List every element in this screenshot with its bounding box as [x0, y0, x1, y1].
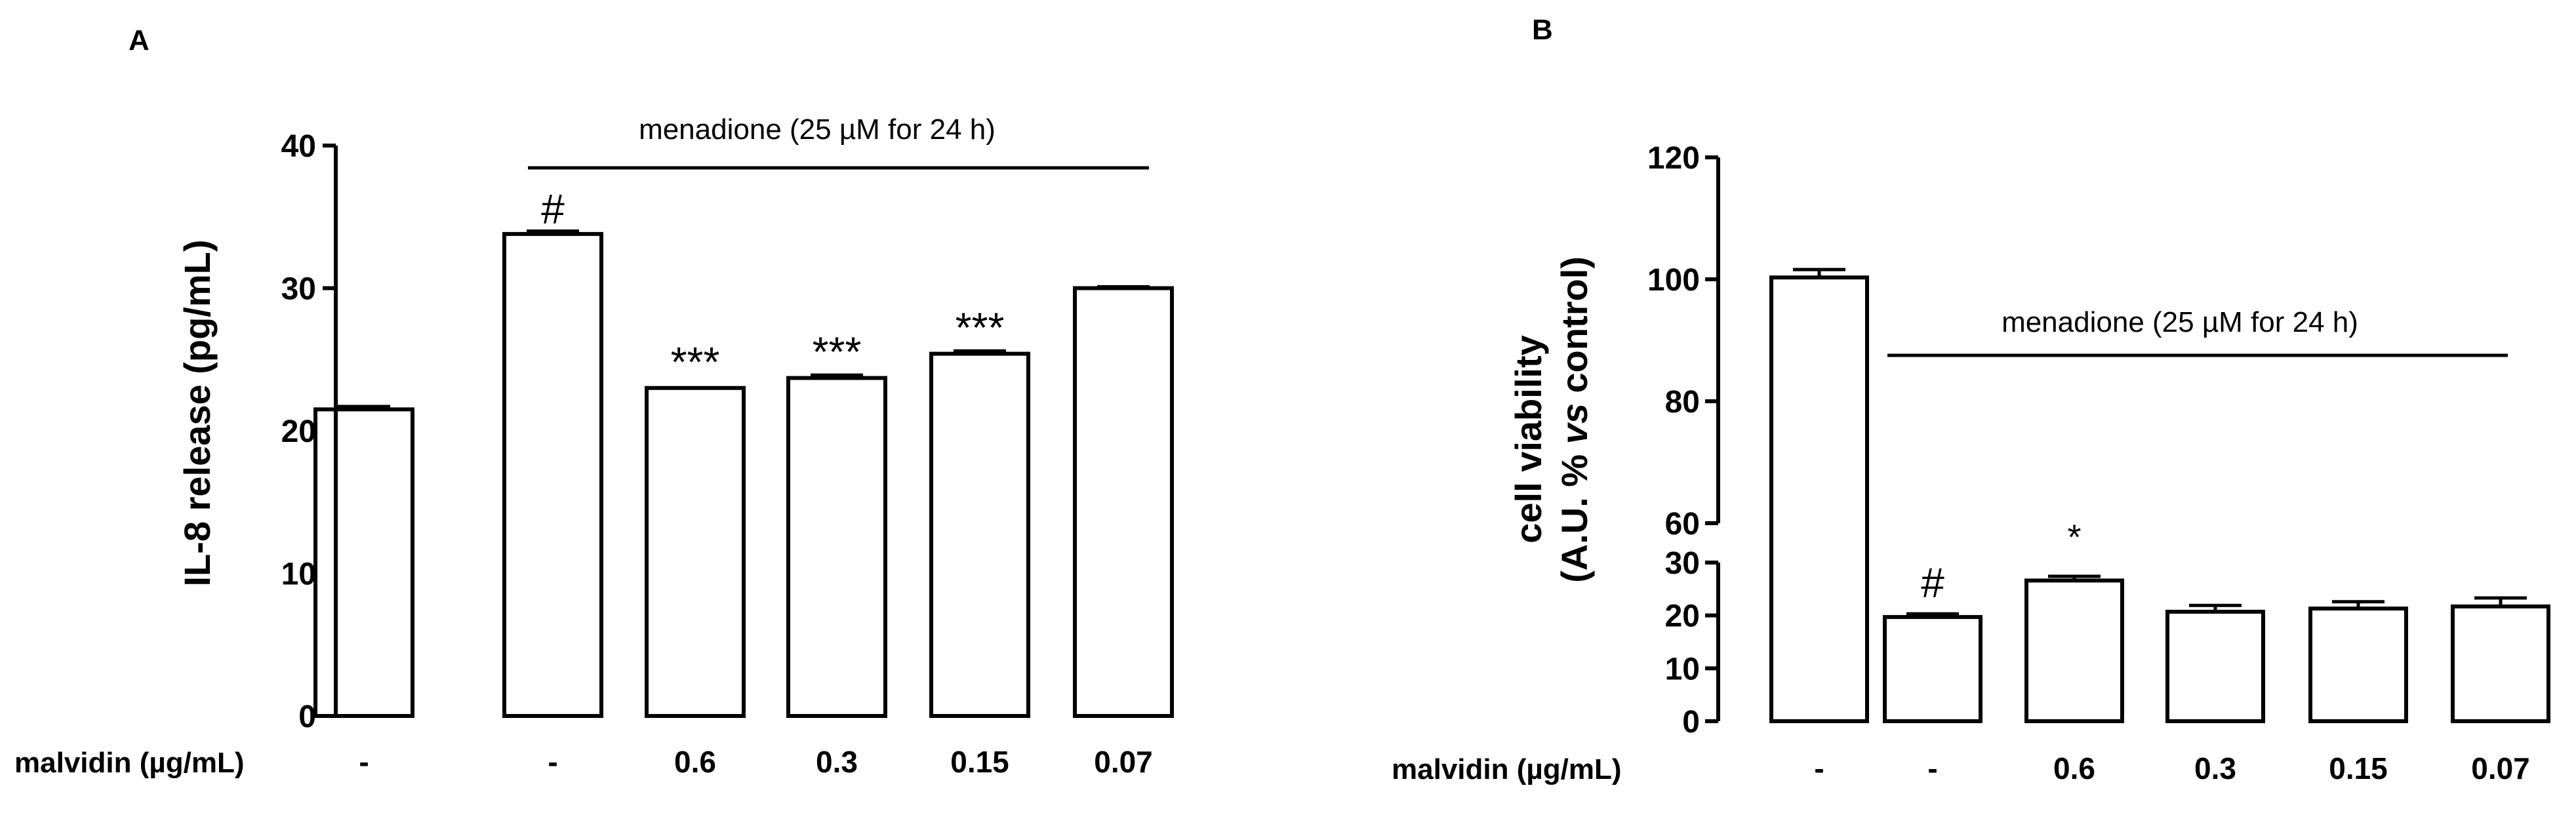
panel-b-y-axis-label-line1: cell viability [1508, 335, 1549, 544]
panel-b-annotation-2: * [2067, 517, 2081, 557]
panel-b-xcat-3: 0.3 [2194, 751, 2236, 785]
panel-b-bars [1769, 275, 2550, 724]
panel-a-treatment-label: menadione (25 µM for 24 h) [639, 113, 996, 146]
panel-b-annotation-1: # [1921, 559, 1944, 606]
panel-b-ytick-label-5: 80 [1665, 385, 1700, 420]
panel-a-bars [313, 231, 1174, 719]
panel-a-bar-0 [313, 407, 414, 718]
panel-a-error-bars [338, 229, 1150, 410]
panel-a-ytick-label-4: 40 [281, 129, 316, 164]
panel-a-y-ticks: 0 10 20 30 40 [281, 129, 336, 734]
panel-a-x-axis-label: malvidin (µg/mL) [14, 747, 244, 779]
panel-b-y-ticks: 0 10 20 30 60 80 100 120 [1647, 141, 1718, 740]
panel-a-bar-1 [502, 231, 603, 719]
panel-b-treatment-label: menadione (25 µM for 24 h) [2002, 306, 2358, 338]
panel-b-ytick-label-1: 10 [1665, 652, 1700, 686]
panel-b-bar-5 [2451, 604, 2550, 723]
panel-b-bar-3 [2165, 610, 2265, 724]
panel-b-ylabel-pre: (A.U. % [1554, 444, 1595, 583]
panel-a-xcat-1: - [548, 745, 557, 779]
panel-a-x-categories: - - 0.6 0.3 0.15 0.07 [359, 745, 1152, 779]
panel-a-annotation-2: *** [671, 338, 720, 386]
panel-b-axis-break-gap [1797, 525, 1841, 561]
panel-b-xcat-5: 0.07 [2471, 751, 2530, 785]
panel-b-ytick-label-0: 0 [1682, 705, 1700, 740]
panel-a-annotations: # *** *** *** [541, 186, 1004, 386]
panel-b-annotations: #* [1921, 517, 2081, 606]
panel-a-xcat-0: - [359, 745, 369, 779]
panel-b-error-bars [1793, 268, 2527, 618]
panel-a-ytick-label-2: 20 [281, 414, 316, 449]
panel-b-xcat-2: 0.6 [2053, 751, 2095, 785]
panel-a-letter: A [129, 24, 150, 56]
panel-b-xcat-0: - [1814, 751, 1824, 785]
panel-b-bar-2 [2024, 578, 2124, 724]
panel-b-xcat-1: - [1927, 751, 1937, 785]
panel-b-bar-4 [2308, 606, 2408, 723]
panel-b-ylabel-post: control) [1554, 256, 1595, 403]
panel-b-ytick-label-6: 100 [1647, 263, 1700, 298]
panel-b-xcat-4: 0.15 [2329, 751, 2388, 785]
panel-a-bar-5 [1073, 286, 1174, 718]
panel-b-ytick-label-4: 60 [1665, 507, 1700, 542]
panel-b-letter: B [1532, 14, 1553, 46]
panel-a-ytick-label-3: 30 [281, 272, 316, 307]
panel-a-xcat-3: 0.3 [816, 745, 858, 779]
panel-b-x-categories: - - 0.6 0.3 0.15 0.07 [1814, 751, 2529, 785]
panel-b-x-axis-label: malvidin (µg/mL) [1392, 753, 1621, 785]
panel-a-y-axis-label: IL-8 release (pg/mL) [176, 239, 218, 586]
panel-a: A IL-8 release (pg/mL) 0 10 20 30 40 # *** ***… [14, 24, 1174, 779]
panel-b-ytick-label-3: 30 [1665, 546, 1700, 581]
panel-b-bar-1 [1883, 615, 1982, 723]
panel-a-bar-3 [786, 376, 887, 718]
panel-a-bar-2 [645, 386, 746, 718]
panel-b-y-axis-label-line2: (A.U. % vs control) [1554, 256, 1595, 583]
panel-b-bar-0 [1769, 275, 1869, 723]
panel-a-ytick-label-0: 0 [298, 700, 316, 734]
panel-a-annotation-4: *** [956, 304, 1005, 351]
panel-a-ytick-label-1: 10 [281, 557, 316, 592]
panel-a-annotation-3: *** [813, 328, 862, 376]
panel-b: B cell viability (A.U. % vs control) 0 10… [1392, 14, 2550, 785]
panel-a-xcat-2: 0.6 [674, 745, 716, 779]
panel-a-bar-4 [929, 351, 1030, 718]
panel-a-annotation-1: # [541, 186, 565, 233]
panel-a-xcat-5: 0.07 [1094, 745, 1153, 779]
panel-b-ytick-label-7: 120 [1647, 141, 1700, 176]
panel-b-ytick-label-2: 20 [1665, 599, 1700, 634]
panel-b-y-axis-label: cell viability (A.U. % vs control) [1508, 256, 1595, 583]
panel-a-xcat-4: 0.15 [950, 745, 1009, 779]
panel-b-ylabel-italic: vs [1554, 403, 1595, 444]
